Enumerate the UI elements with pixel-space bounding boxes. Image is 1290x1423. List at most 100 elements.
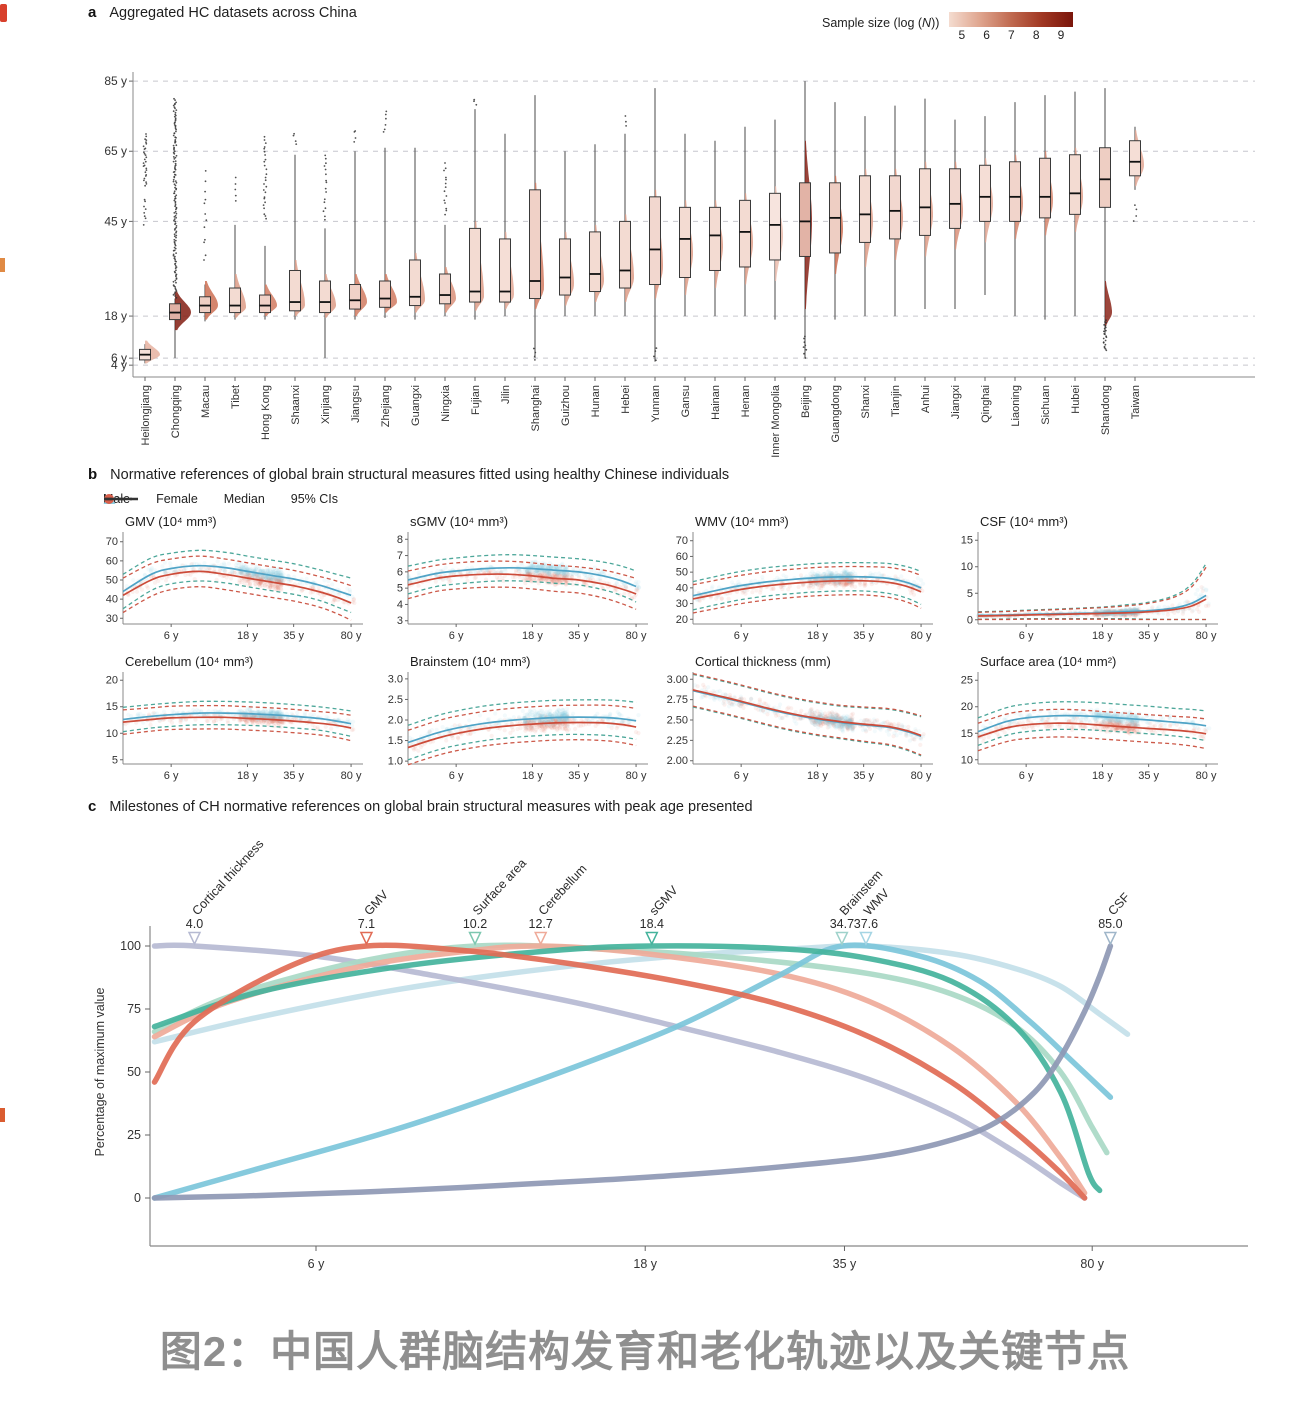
svg-text:Zhejiang: Zhejiang	[380, 385, 392, 427]
svg-text:6 y: 6 y	[164, 770, 179, 782]
legend-ci-label: 95% CIs	[290, 492, 339, 506]
svg-text:6 y: 6 y	[1019, 630, 1034, 642]
svg-text:15: 15	[106, 701, 118, 713]
svg-text:Macau: Macau	[200, 385, 212, 418]
subplot-chart: WMV (10⁴ mm³) 20 30 40 50 60 70 6 y 18 y 35 y 80 y	[676, 514, 933, 642]
svg-text:35 y: 35 y	[568, 630, 589, 642]
svg-text:Shanxi: Shanxi	[860, 385, 872, 419]
svg-text:40: 40	[106, 594, 118, 606]
subplot-chart: sGMV (10⁴ mm³) 3 4 5 6 7 8 6 y 18 y 35 y 80 y	[397, 514, 648, 642]
subplot-chart: CSF (10⁴ mm³) 0 5 10 15 6 y 18 y 35 y 80 y	[961, 514, 1218, 642]
svg-text:6 y: 6 y	[449, 770, 464, 782]
colorbar-gradient	[949, 12, 1074, 27]
colorbar-tick: 6	[983, 28, 990, 42]
svg-text:80 y: 80 y	[341, 630, 362, 642]
svg-text:5: 5	[397, 583, 403, 595]
svg-text:45 y: 45 y	[104, 214, 127, 228]
svg-text:2.75: 2.75	[667, 694, 688, 706]
svg-text:60: 60	[106, 555, 118, 567]
svg-text:Inner Mongolia: Inner Mongolia	[770, 384, 782, 458]
svg-text:18 y: 18 y	[522, 770, 543, 782]
svg-text:35 y: 35 y	[568, 770, 589, 782]
svg-text:Taiwan: Taiwan	[1130, 385, 1142, 419]
svg-text:50: 50	[106, 575, 118, 587]
svg-text:GMV (10⁴ mm³): GMV (10⁴ mm³)	[125, 514, 217, 529]
svg-text:Qinghai: Qinghai	[980, 385, 992, 423]
svg-text:CSF (10⁴ mm³): CSF (10⁴ mm³)	[980, 514, 1068, 529]
svg-text:6 y: 6 y	[734, 630, 749, 642]
svg-text:35 y: 35 y	[283, 770, 304, 782]
svg-text:6 y: 6 y	[164, 630, 179, 642]
svg-text:35 y: 35 y	[283, 630, 304, 642]
svg-text:18 y: 18 y	[522, 630, 543, 642]
svg-text:Heilongjiang: Heilongjiang	[140, 385, 152, 446]
svg-text:6 y: 6 y	[734, 770, 749, 782]
svg-text:Henan: Henan	[740, 385, 752, 417]
svg-text:20: 20	[106, 675, 118, 687]
svg-text:2.25: 2.25	[667, 735, 688, 747]
svg-text:30: 30	[676, 598, 688, 610]
legend-label-post: ))	[931, 16, 940, 30]
sample-size-legend-label: Sample size (log (N))	[822, 16, 939, 30]
panel-b-subplot-4: CSF (10⁴ mm³) 0 5 10 15 6 y 18 y 35 y 80 y	[940, 512, 1225, 652]
svg-text:Shandong: Shandong	[1100, 385, 1112, 435]
svg-text:Hubei: Hubei	[1070, 385, 1082, 414]
colorbar-tick: 5	[958, 28, 966, 42]
panel-b-grid: GMV (10⁴ mm³) 30 40 50 60 70 6 y 18 y 35 y 80 y sG…	[85, 512, 1225, 792]
svg-text:Cerebellum (10⁴ mm³): Cerebellum (10⁴ mm³)	[125, 654, 253, 669]
colorbar-ticks: 5 6 7 8 9	[949, 28, 1073, 42]
svg-text:WMV (10⁴ mm³): WMV (10⁴ mm³)	[695, 514, 789, 529]
svg-text:35 y: 35 y	[853, 630, 874, 642]
svg-text:80 y: 80 y	[911, 770, 932, 782]
legend-median: Median	[104, 492, 265, 506]
colorbar-tick: 9	[1057, 28, 1065, 42]
svg-text:Tianjin: Tianjin	[890, 385, 902, 417]
svg-text:18 y: 18 y	[104, 309, 127, 323]
colorbar-tick: 7	[1008, 28, 1015, 42]
svg-text:70: 70	[106, 536, 118, 548]
svg-text:Sichuan: Sichuan	[1040, 385, 1052, 425]
subplot-chart: Cerebellum (10⁴ mm³) 5 10 15 20 6 y 18 y 35 y 80…	[106, 654, 363, 782]
svg-text:Yunnan: Yunnan	[650, 385, 662, 422]
svg-text:1.5: 1.5	[388, 735, 403, 747]
svg-text:Jiangsu: Jiangsu	[350, 385, 362, 423]
legend-ci: 95% CIs	[104, 492, 339, 506]
panel-c-label: c	[88, 798, 97, 815]
svg-text:Hebei: Hebei	[620, 385, 632, 414]
subplot-chart: GMV (10⁴ mm³) 30 40 50 60 70 6 y 18 y 35 y 80 y	[106, 514, 363, 642]
svg-text:Beijing: Beijing	[800, 385, 812, 418]
colorbar-tick: 8	[1032, 28, 1040, 42]
legend-female: Female	[104, 492, 198, 506]
svg-text:Guangxi: Guangxi	[410, 385, 422, 426]
legend-female-label: Female	[156, 492, 198, 506]
svg-text:Gansu: Gansu	[680, 385, 692, 417]
svg-text:6 y: 6 y	[449, 630, 464, 642]
svg-text:80 y: 80 y	[1196, 630, 1217, 642]
svg-text:2.0: 2.0	[388, 715, 403, 727]
svg-text:8: 8	[397, 534, 403, 546]
svg-text:Shanghai: Shanghai	[530, 385, 542, 432]
edge-artifact-orange-2	[0, 1108, 5, 1122]
sample-size-legend: Sample size (log (N)) 5 6 7 8 9	[822, 12, 1074, 42]
svg-text:2.50: 2.50	[667, 715, 688, 727]
svg-text:Tibet: Tibet	[230, 385, 242, 409]
svg-text:2.5: 2.5	[388, 694, 403, 706]
svg-text:6 y: 6 y	[111, 351, 127, 365]
svg-text:Hainan: Hainan	[710, 385, 722, 420]
panel-b-subplot-6: Brainstem (10⁴ mm³) 1.0 1.5 2.0 2.5 3.0 6 y 18 …	[370, 652, 655, 792]
svg-text:20: 20	[676, 614, 688, 626]
svg-text:Hunan: Hunan	[590, 385, 602, 417]
svg-text:Guangdong: Guangdong	[830, 385, 842, 443]
svg-text:6: 6	[397, 566, 403, 578]
svg-text:70: 70	[676, 535, 688, 547]
svg-text:2.00: 2.00	[667, 755, 688, 767]
ci-dashed-line-icon	[104, 497, 132, 501]
svg-text:4: 4	[397, 599, 403, 611]
svg-text:5: 5	[967, 588, 973, 600]
svg-text:Jilin: Jilin	[500, 385, 512, 404]
svg-text:4 y: 4 y	[111, 358, 127, 372]
svg-text:18 y: 18 y	[807, 770, 828, 782]
svg-text:Anhui: Anhui	[920, 385, 932, 413]
